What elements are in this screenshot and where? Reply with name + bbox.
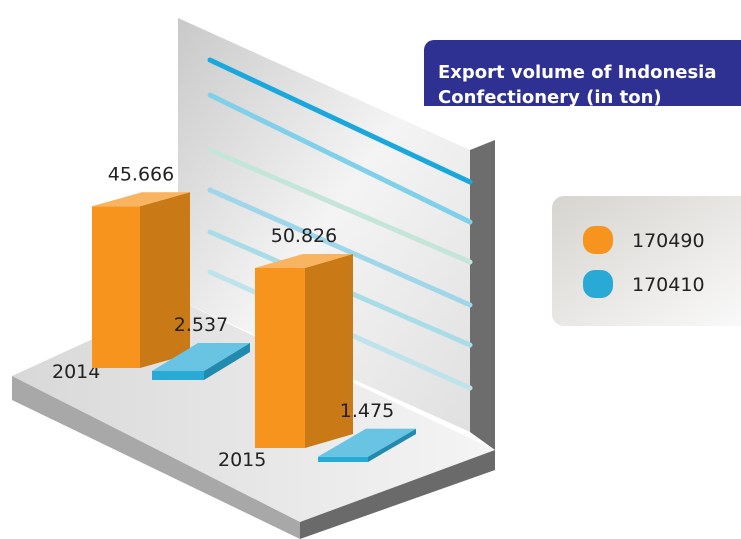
value-label: 50.826 <box>271 225 337 247</box>
bar-front <box>318 457 368 462</box>
value-label: 1.475 <box>340 400 394 422</box>
legend-label: 170490 <box>632 230 705 252</box>
legend-box <box>552 196 741 326</box>
bar <box>255 254 353 448</box>
value-label: 2.537 <box>174 314 228 336</box>
title-box: Export volume of Indonesia Confectionery… <box>424 40 741 106</box>
wall-side <box>470 140 495 450</box>
bar-side-shade <box>140 192 190 368</box>
bar-front <box>92 206 140 368</box>
infographic: 201445.6662.537201550.8261.475 170490170… <box>0 0 741 539</box>
value-label: 45.666 <box>108 163 174 185</box>
bar-front <box>255 268 305 448</box>
bar-front <box>152 371 204 380</box>
x-tick-label: 2015 <box>218 449 266 471</box>
chart-title: Export volume of Indonesia Confectionery… <box>438 60 738 110</box>
legend-marker <box>583 270 613 298</box>
bar <box>92 192 190 368</box>
legend-label: 170410 <box>632 274 705 296</box>
legend-marker <box>583 226 613 254</box>
